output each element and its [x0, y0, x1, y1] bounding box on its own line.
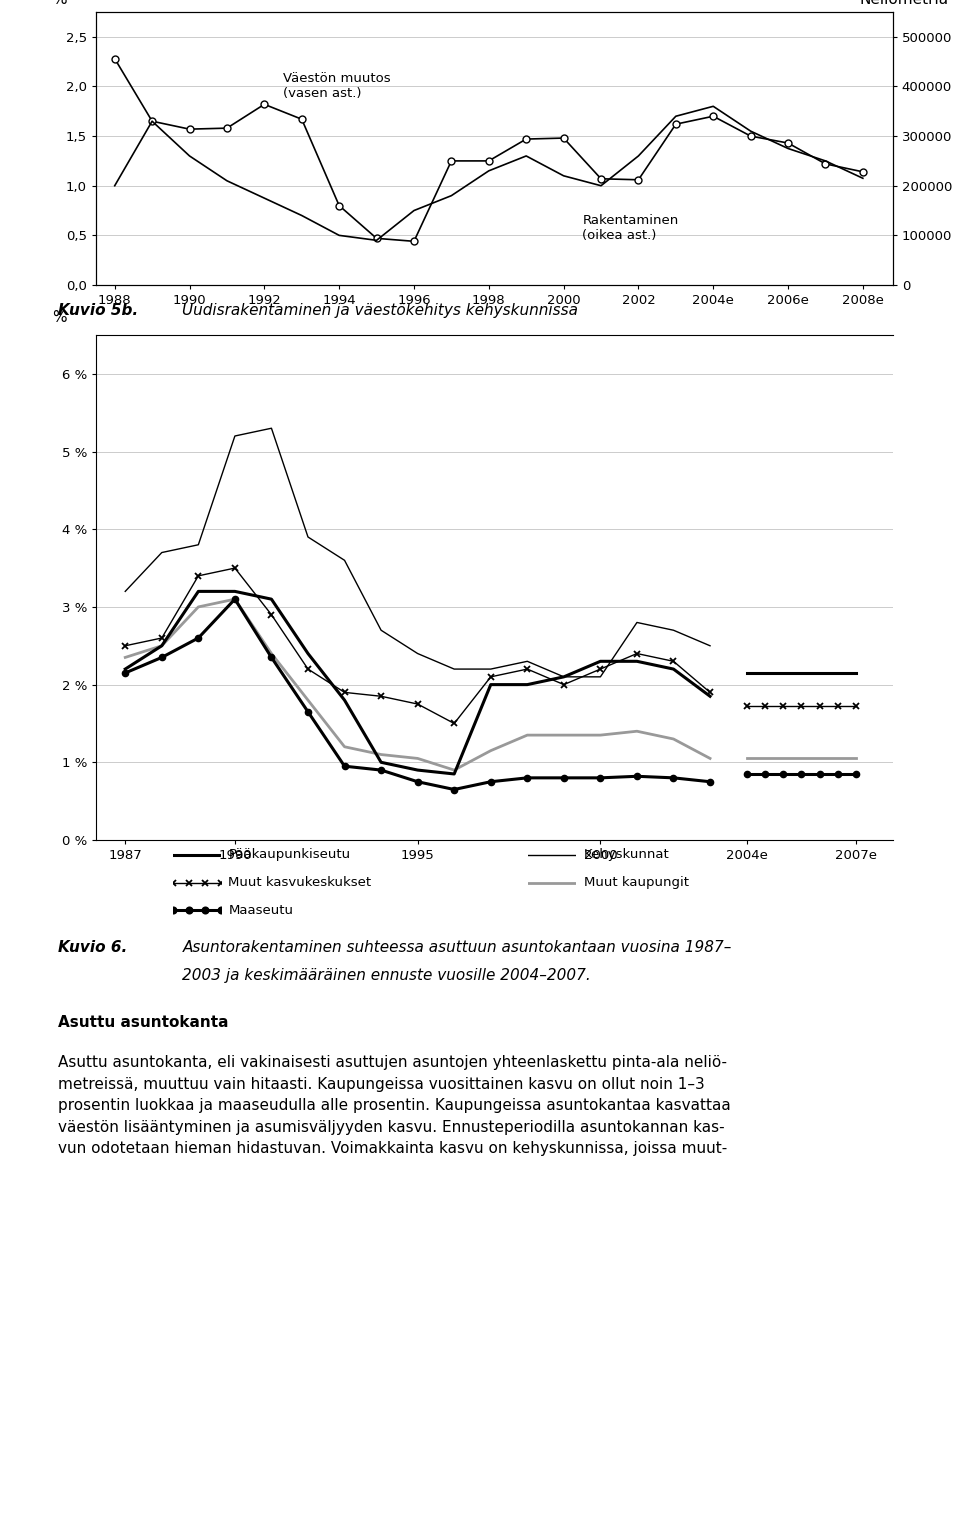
Text: Kuvio 6.: Kuvio 6.	[58, 940, 127, 955]
Text: Uudisrakentaminen ja väestökehitys kehyskunnissa: Uudisrakentaminen ja väestökehitys kehys…	[182, 303, 578, 317]
Text: Pääkaupunkiseutu: Pääkaupunkiseutu	[228, 848, 350, 862]
Text: Väestön muutos
(vasen ast.): Väestön muutos (vasen ast.)	[283, 72, 391, 101]
Text: Asuttu asuntokanta: Asuttu asuntokanta	[58, 1015, 228, 1030]
Text: Asuntorakentaminen suhteessa asuttuun asuntokantaan vuosina 1987–: Asuntorakentaminen suhteessa asuttuun as…	[182, 940, 732, 955]
Text: %: %	[52, 309, 67, 325]
Text: Maaseutu: Maaseutu	[228, 903, 294, 917]
Text: Muut kaupungit: Muut kaupungit	[584, 876, 688, 890]
Text: Rakentaminen
(oikea ast.): Rakentaminen (oikea ast.)	[583, 213, 679, 242]
Text: %: %	[52, 0, 67, 6]
Text: 2003 ja keskimääräinen ennuste vuosille 2004–2007.: 2003 ja keskimääräinen ennuste vuosille …	[182, 968, 591, 983]
Text: Kehyskunnat: Kehyskunnat	[584, 848, 669, 862]
Text: Kuvio 5b.: Kuvio 5b.	[58, 303, 137, 317]
Text: Muut kasvukeskukset: Muut kasvukeskukset	[228, 876, 372, 890]
Text: Neliömetriä: Neliömetriä	[859, 0, 948, 6]
Text: Asuttu asuntokanta, eli vakinaisesti asuttujen asuntojen yhteenlaskettu pinta-al: Asuttu asuntokanta, eli vakinaisesti asu…	[58, 1055, 731, 1156]
